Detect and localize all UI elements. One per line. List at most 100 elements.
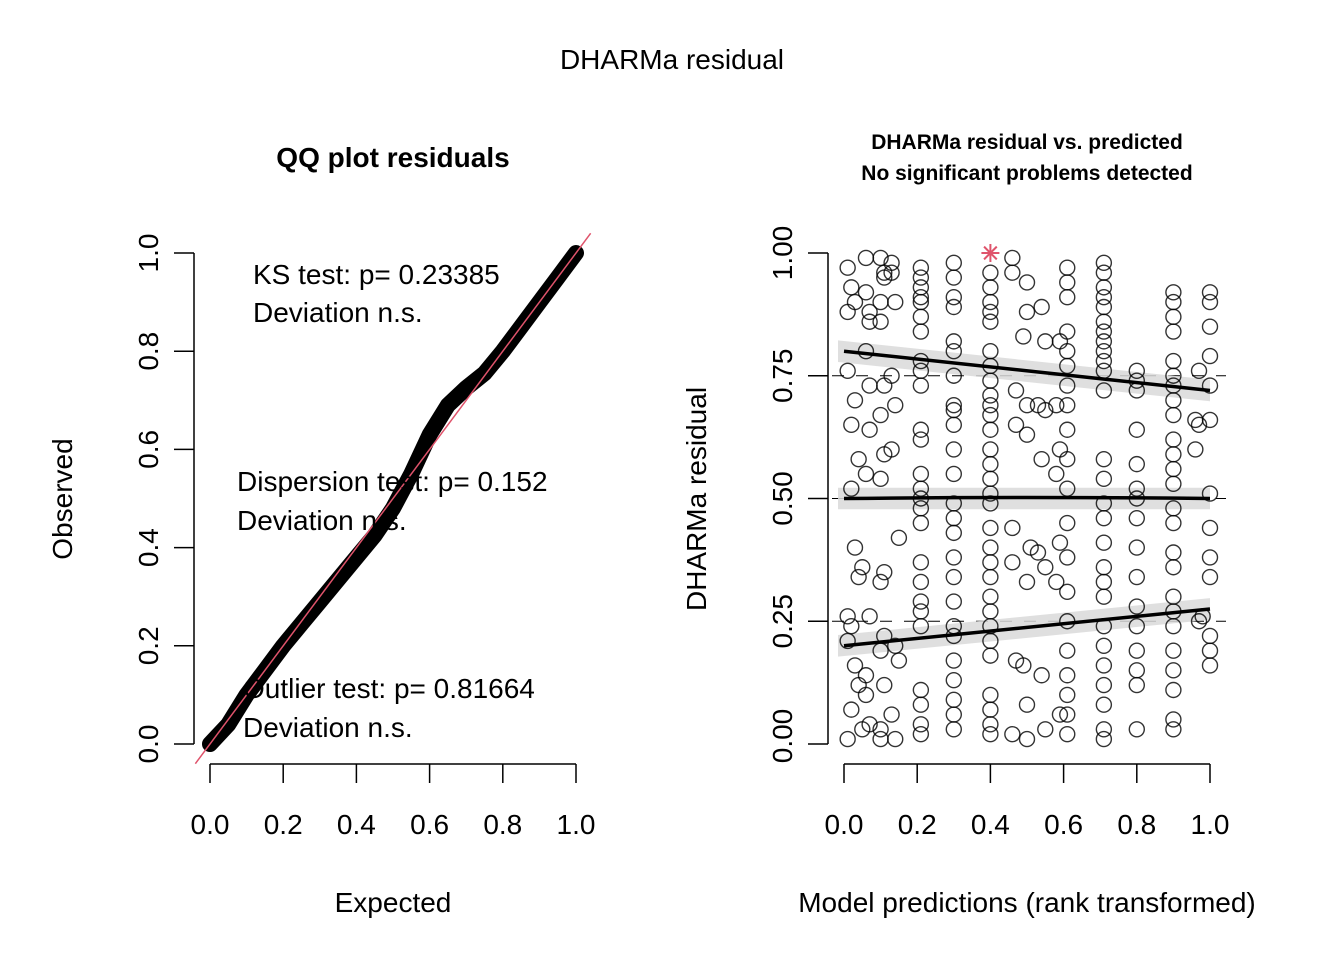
residual-point	[890, 652, 908, 669]
qq-point	[426, 431, 433, 438]
residual-vs-predicted-panel: DHARMa residual vs. predicted No signifi…	[681, 131, 1256, 918]
residual-point	[945, 524, 962, 542]
qq-x-tick-label: 0.4	[337, 809, 376, 840]
residual-point	[887, 397, 904, 414]
residual-point	[1033, 298, 1050, 316]
residual-point	[1128, 421, 1146, 438]
residual-point	[945, 465, 962, 483]
residual-x-tick-label: 1.0	[1191, 809, 1230, 840]
residual-y-axis-label: DHARMa residual	[681, 387, 712, 611]
residual-point	[839, 259, 856, 276]
qq-point	[371, 532, 378, 539]
qq-x-tick-label: 0.2	[264, 809, 303, 840]
residual-y-tick-label: 0.25	[767, 594, 798, 649]
residual-y-tick-label: 0.00	[767, 709, 798, 764]
residual-point	[1187, 441, 1204, 458]
residual-point	[912, 716, 930, 733]
residual-point	[1004, 554, 1021, 571]
residual-point	[843, 480, 860, 497]
residual-point	[982, 279, 999, 296]
residual-point	[912, 725, 930, 743]
residual-point	[1015, 657, 1032, 674]
residual-point	[912, 377, 930, 394]
residual-point	[850, 676, 867, 694]
residual-point	[1165, 460, 1182, 478]
qq-y-tick-label: 0.4	[133, 528, 164, 567]
residual-point	[1018, 397, 1036, 414]
residual-point	[872, 406, 889, 424]
residual-point	[1095, 470, 1113, 488]
residual-point	[1165, 617, 1182, 635]
residual-point	[872, 470, 889, 488]
residual-point	[839, 362, 856, 380]
residual-point	[843, 416, 860, 434]
residual-point	[1201, 485, 1219, 502]
residual-point	[1128, 362, 1146, 380]
residual-point	[1059, 725, 1076, 743]
quantile-fit-line	[843, 349, 1211, 393]
residual-point	[1128, 539, 1146, 556]
residual-point	[1165, 431, 1182, 448]
residual-point	[846, 657, 864, 674]
residual-point	[1165, 721, 1182, 738]
residual-point	[1201, 377, 1219, 394]
residual-x-tick-label: 0.4	[971, 809, 1010, 840]
residual-point	[945, 343, 962, 360]
residual-point	[1201, 549, 1219, 566]
residual-point	[982, 264, 999, 281]
residual-point	[1018, 303, 1036, 321]
residual-point	[945, 441, 962, 458]
residual-point	[861, 716, 878, 733]
residual-point	[982, 470, 999, 488]
residual-point	[912, 681, 930, 699]
dispersion-test-text: Dispersion test: p= 0.152	[237, 466, 548, 497]
residual-point	[982, 343, 999, 360]
residual-point	[982, 588, 999, 605]
residual-point	[1128, 676, 1146, 694]
residual-point	[982, 421, 999, 438]
residual-point	[883, 367, 900, 384]
residual-point	[1165, 367, 1182, 384]
residual-point	[1165, 308, 1182, 326]
residual-point	[912, 421, 930, 438]
residual-y-tick-label: 1.00	[767, 226, 798, 281]
residual-point	[1095, 343, 1113, 360]
residual-point	[1018, 696, 1036, 713]
residual-point	[1059, 549, 1076, 566]
residual-point	[1095, 588, 1113, 605]
residual-point	[861, 421, 878, 438]
residual-point	[1059, 583, 1076, 600]
residual-point	[1201, 347, 1219, 365]
residual-point	[1095, 264, 1113, 281]
qq-y-tick-label: 0.6	[133, 430, 164, 469]
residual-x-tick-label: 0.6	[1044, 809, 1083, 840]
residual-point	[982, 441, 999, 458]
residual-point	[982, 701, 999, 718]
residual-point	[1059, 274, 1076, 291]
residual-point	[1190, 613, 1208, 630]
residual-point	[1059, 421, 1076, 438]
residual-point	[861, 303, 878, 321]
residual-point	[850, 451, 867, 468]
residual-point	[1037, 559, 1054, 576]
residual-point	[982, 455, 999, 473]
residual-point	[982, 647, 999, 664]
residual-point	[1165, 559, 1182, 576]
residual-point	[839, 632, 856, 650]
residual-point	[982, 725, 999, 743]
residual-point	[1059, 642, 1076, 659]
residual-point	[1048, 573, 1065, 591]
residual-point	[1029, 544, 1047, 561]
residual-point	[843, 701, 860, 718]
qq-y-tick-label: 1.0	[133, 234, 164, 273]
residual-point	[1059, 343, 1076, 360]
outlier-marker	[981, 244, 1000, 262]
residual-point	[1095, 254, 1113, 272]
residual-point	[912, 431, 930, 448]
residual-point	[945, 367, 962, 384]
residual-point	[1165, 323, 1182, 340]
residual-point	[982, 568, 999, 586]
residual-point	[1004, 264, 1021, 281]
quantile-fit-lines	[843, 349, 1211, 648]
